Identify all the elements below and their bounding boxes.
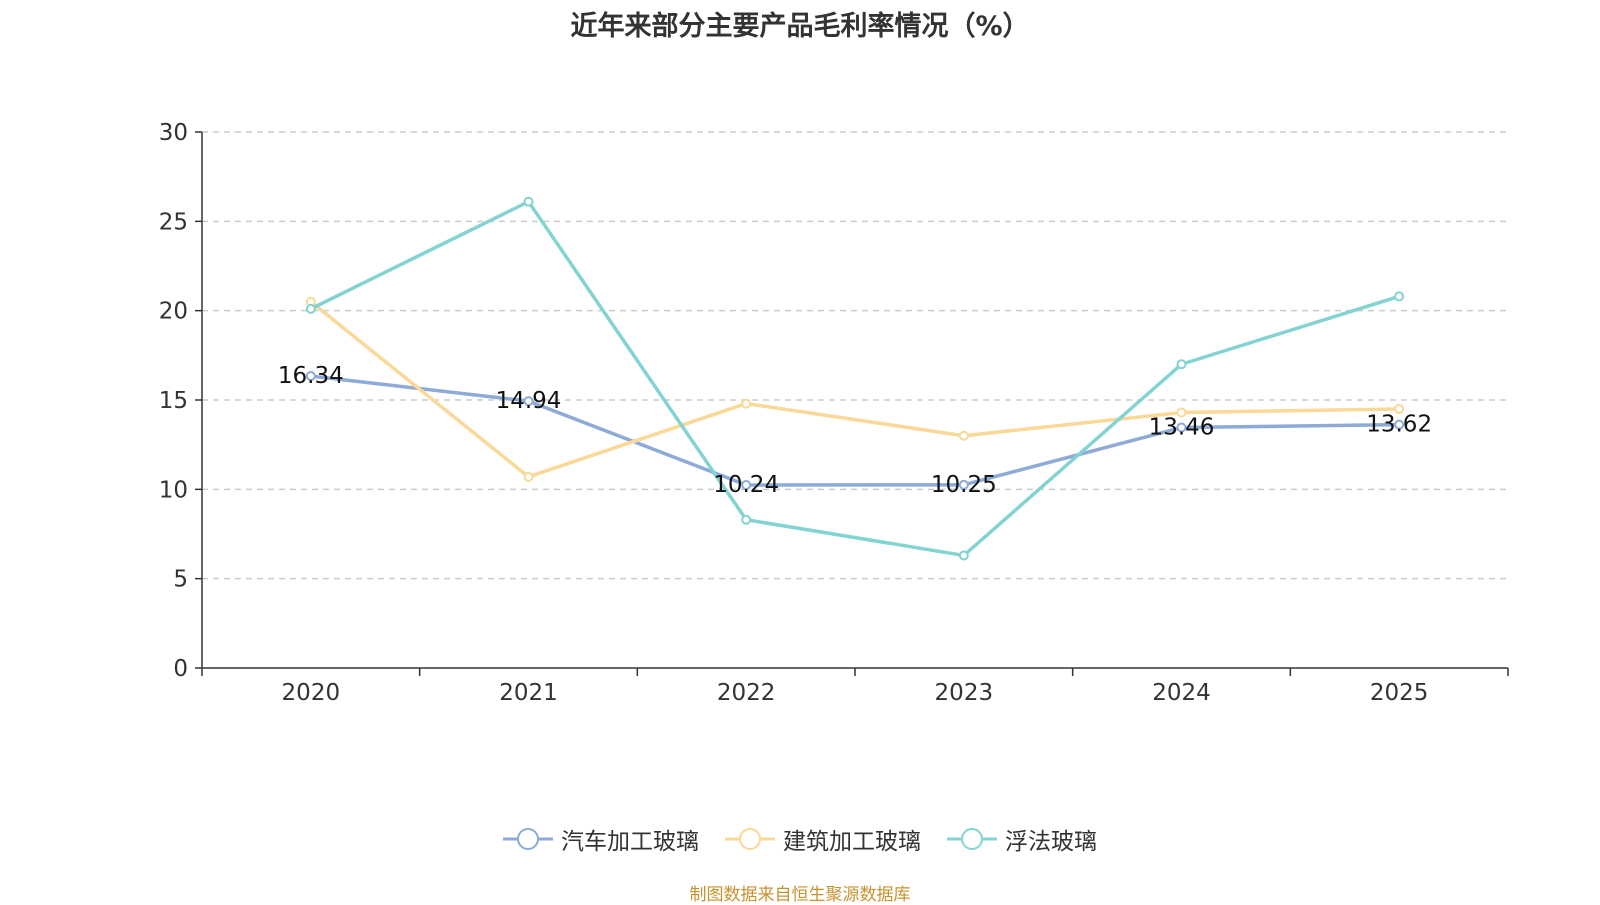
y-tick-label: 0: [173, 656, 188, 682]
x-tick-label-2024: 2024: [1152, 680, 1211, 706]
data-point-auto-glass-2020: [305, 371, 316, 382]
legend-item-building-glass[interactable]: 建筑加工玻璃: [725, 822, 921, 856]
data-point-auto-glass-2024: [1176, 422, 1187, 433]
legend-swatch-building-glass: [725, 828, 775, 850]
data-point-auto-glass-2023: [958, 479, 969, 490]
data-point-float-glass-2023: [958, 550, 969, 561]
label-layer: 16.34 14.94 10.24 10.25 13.46 13.62: [278, 363, 1432, 498]
x-tick-label-2022: 2022: [717, 680, 776, 706]
data-label-auto-glass-2020: 16.34: [278, 363, 344, 389]
y-tick-label: 25: [159, 209, 188, 235]
legend-item-auto-glass[interactable]: 汽车加工玻璃: [503, 822, 699, 856]
data-label-auto-glass-2025: 13.62: [1366, 412, 1432, 438]
data-point-float-glass-2025: [1394, 291, 1405, 302]
legend-label-float-glass: 浮法玻璃: [1005, 829, 1097, 855]
y-tick-label: 15: [159, 388, 188, 414]
data-point-float-glass-2022: [741, 514, 752, 525]
grid-layer: [202, 131, 1508, 580]
data-point-auto-glass-2022: [741, 480, 752, 491]
x-tick-label-2023: 2023: [935, 680, 994, 706]
legend-swatch-auto-glass: [503, 828, 553, 850]
x-tick-label-2025: 2025: [1370, 680, 1429, 706]
series-line-auto-glass: [310, 374, 1400, 487]
data-label-auto-glass-2022: 10.24: [713, 472, 779, 498]
legend-label-building-glass: 建筑加工玻璃: [783, 829, 921, 855]
data-label-auto-glass-2021: 14.94: [496, 388, 562, 414]
x-tick-label-2020: 2020: [282, 680, 341, 706]
data-point-building-glass-2021: [523, 471, 534, 482]
y-tick-label: 10: [159, 477, 188, 503]
data-point-float-glass-2020: [305, 303, 316, 314]
source-note: 制图数据来自恒生聚源数据库: [689, 885, 911, 905]
data-label-auto-glass-2023: 10.25: [931, 472, 997, 498]
data-point-building-glass-2022: [741, 398, 752, 409]
series-layer: [305, 196, 1405, 561]
y-tick-label: 20: [159, 299, 188, 325]
data-point-building-glass-2024: [1176, 407, 1187, 418]
data-point-float-glass-2024: [1176, 359, 1187, 370]
series-line-building-glass: [309, 300, 1400, 479]
y-tick-label: 30: [159, 120, 188, 146]
chart-title: 近年来部分主要产品毛利率情况（%）: [570, 11, 1030, 42]
x-tick-label-2021: 2021: [499, 680, 558, 706]
data-label-auto-glass-2024: 13.46: [1149, 415, 1215, 441]
data-point-float-glass-2021: [523, 196, 534, 207]
legend: 汽车加工玻璃 建筑加工玻璃 浮法玻璃: [0, 822, 1600, 856]
data-point-auto-glass-2021: [523, 396, 534, 407]
y-tick-label: 5: [173, 567, 188, 593]
legend-label-auto-glass: 汽车加工玻璃: [561, 829, 699, 855]
data-point-building-glass-2025: [1394, 403, 1405, 414]
series-line-float-glass: [310, 199, 1400, 558]
data-point-auto-glass-2025: [1394, 419, 1405, 430]
data-point-building-glass-2023: [958, 430, 969, 441]
legend-swatch-float-glass: [947, 828, 997, 850]
legend-item-float-glass[interactable]: 浮法玻璃: [947, 822, 1097, 856]
